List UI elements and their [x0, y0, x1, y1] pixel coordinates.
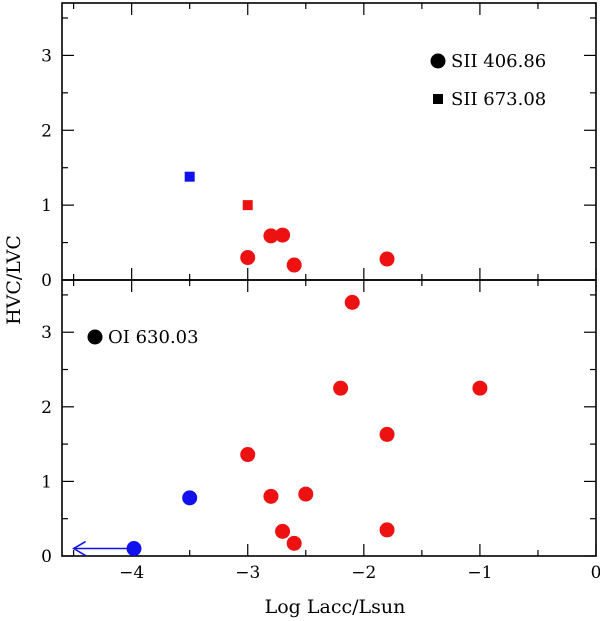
top-y-tick-label: 0 — [41, 271, 52, 291]
bottom-data-point-circle — [286, 535, 302, 551]
top-data-point-circle — [379, 251, 395, 267]
bottom-data-point-circle — [379, 426, 395, 442]
bottom-data-point-circle — [182, 490, 198, 506]
legend-marker-circle — [87, 329, 103, 345]
bottom-panel-frame — [61, 279, 597, 557]
top-y-tick-label: 2 — [41, 121, 52, 141]
x-tick-label: −3 — [235, 563, 260, 583]
legend-marker-circle — [430, 53, 446, 69]
top-panel-frame — [61, 2, 597, 281]
x-tick-label: −2 — [351, 563, 376, 583]
legend-label: SII 673.08 — [451, 89, 546, 110]
bottom-y-tick-label: 1 — [41, 472, 52, 492]
legend-marker-square — [433, 94, 443, 104]
x-tick-label: −1 — [467, 563, 492, 583]
bottom-data-point-circle — [472, 380, 488, 396]
top-data-point-circle — [275, 227, 291, 243]
legend-label: OI 630.03 — [108, 327, 199, 348]
x-axis-label: Log Lacc/Lsun — [265, 596, 406, 618]
x-tick-label: −4 — [119, 563, 144, 583]
bottom-y-tick-label: 0 — [41, 547, 52, 567]
top-data-point-square — [242, 200, 253, 211]
top-data-point-circle — [240, 250, 256, 266]
top-data-point-circle — [263, 228, 279, 244]
top-y-tick-label: 3 — [41, 46, 52, 66]
bottom-data-point-circle — [333, 380, 349, 396]
bottom-y-tick-label: 2 — [41, 398, 52, 418]
x-tick-label: 0 — [591, 563, 600, 583]
top-y-tick-label: 1 — [41, 196, 52, 216]
bottom-data-point-circle — [344, 294, 360, 310]
legend-label: SII 406.86 — [451, 51, 546, 72]
bottom-data-point-circle — [126, 541, 142, 557]
bottom-data-point-circle — [240, 447, 256, 463]
top-data-point-square — [184, 171, 195, 182]
upper-limit-arrow-head — [72, 540, 86, 557]
bottom-data-point-circle — [263, 488, 279, 504]
bottom-y-tick-label: 3 — [41, 323, 52, 343]
top-data-point-circle — [286, 257, 302, 273]
bottom-data-point-circle — [379, 522, 395, 538]
y-axis-label: HVC/LVC — [3, 235, 25, 325]
bottom-data-point-circle — [275, 523, 291, 539]
bottom-data-point-circle — [298, 486, 314, 502]
